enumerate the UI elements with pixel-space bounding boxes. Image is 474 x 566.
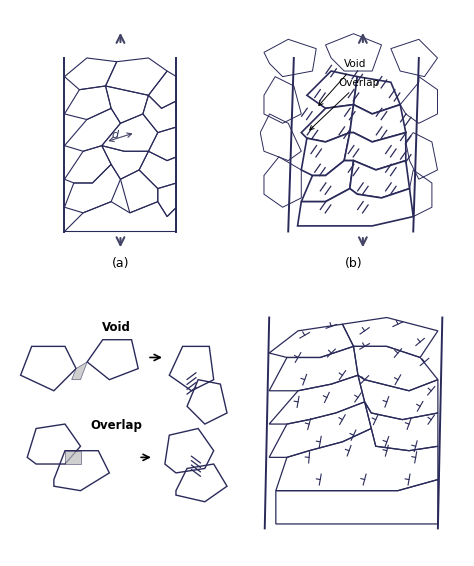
Polygon shape [307, 71, 357, 108]
Text: Void: Void [319, 59, 366, 105]
Polygon shape [72, 362, 87, 380]
Polygon shape [354, 76, 400, 114]
Text: (a): (a) [112, 257, 129, 270]
Polygon shape [301, 105, 354, 142]
Text: d: d [111, 130, 118, 140]
Polygon shape [344, 132, 406, 170]
Text: Void: Void [101, 321, 130, 334]
Polygon shape [301, 132, 350, 175]
Text: (b): (b) [345, 257, 362, 270]
Text: Overlap: Overlap [310, 78, 380, 130]
Polygon shape [65, 451, 81, 464]
Polygon shape [298, 188, 413, 226]
Text: Overlap: Overlap [90, 418, 142, 431]
Polygon shape [350, 105, 406, 142]
Polygon shape [301, 161, 354, 201]
Polygon shape [350, 161, 410, 198]
